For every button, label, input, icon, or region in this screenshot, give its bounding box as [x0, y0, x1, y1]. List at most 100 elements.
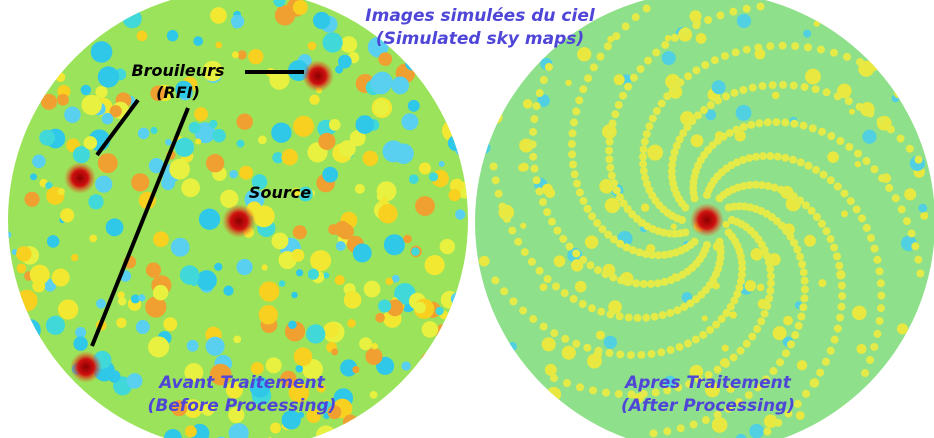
noise-blob: [661, 41, 669, 49]
noise-blob: [479, 142, 491, 154]
noise-blob: [793, 246, 801, 254]
noise-blob: [654, 279, 662, 287]
noise-blob: [88, 194, 103, 209]
noise-blob: [797, 313, 805, 321]
noise-blob: [355, 184, 365, 194]
noise-blob: [833, 252, 841, 260]
noise-blob: [440, 239, 455, 254]
noise-blob: [834, 92, 842, 100]
noise-blob: [370, 73, 391, 94]
noise-blob: [73, 336, 87, 350]
noise-blob: [782, 349, 790, 357]
noise-blob: [237, 114, 253, 130]
noise-blob: [585, 235, 598, 248]
noise-blob: [653, 107, 661, 115]
noise-blob: [540, 76, 548, 84]
noise-blob: [842, 30, 850, 38]
noise-blob: [849, 109, 855, 115]
noise-blob: [384, 234, 405, 255]
noise-blob: [759, 82, 767, 90]
noise-blob: [98, 153, 118, 173]
noise-blob: [667, 346, 675, 354]
noise-blob: [918, 37, 924, 43]
noise-blob: [666, 309, 674, 317]
noise-blob: [830, 243, 838, 251]
noise-blob: [37, 269, 47, 279]
noise-blob: [781, 119, 789, 127]
noise-blob: [40, 37, 53, 50]
noise-blob: [405, 391, 425, 411]
noise-blob: [572, 340, 580, 348]
noise-blob: [291, 249, 304, 262]
noise-blob: [365, 348, 382, 365]
noise-blob: [343, 415, 358, 430]
noise-blob: [508, 227, 516, 235]
noise-blob: [800, 268, 808, 276]
noise-blob: [439, 161, 445, 167]
noise-blob: [743, 340, 751, 348]
noise-blob: [2, 53, 14, 65]
noise-blob: [35, 0, 51, 9]
noise-blob: [641, 203, 649, 211]
noise-blob: [637, 65, 645, 73]
noise-blob: [765, 294, 773, 302]
noise-blob: [772, 92, 780, 100]
noise-blob: [569, 160, 577, 168]
noise-blob: [867, 234, 875, 242]
noise-blob: [643, 130, 651, 138]
noise-blob: [753, 325, 761, 333]
noise-blob: [627, 351, 635, 359]
noise-blob: [442, 352, 459, 369]
noise-blob: [907, 363, 914, 370]
noise-blob: [197, 270, 217, 290]
noise-blob: [783, 316, 793, 326]
noise-blob: [17, 374, 25, 382]
noise-blob: [745, 280, 756, 291]
noise-blob: [772, 118, 780, 126]
noise-blob: [692, 335, 700, 343]
noise-blob: [834, 182, 842, 190]
noise-blob: [101, 427, 109, 435]
noise-blob: [739, 86, 747, 94]
noise-blob: [714, 97, 722, 105]
noise-blob: [185, 426, 197, 438]
noise-blob: [801, 83, 809, 91]
noise-blob: [647, 350, 655, 358]
noise-blob: [889, 38, 903, 52]
noise-blob: [634, 314, 642, 322]
noise-blob: [376, 402, 397, 423]
noise-blob: [448, 135, 464, 151]
noise-blob: [403, 235, 412, 244]
noise-blob: [118, 297, 126, 305]
noise-blob: [495, 190, 503, 198]
left-caption-en: (Before Processing): [148, 396, 337, 416]
noise-blob: [107, 422, 128, 438]
noise-blob: [841, 404, 850, 413]
noise-blob: [763, 302, 771, 310]
noise-blob: [694, 111, 702, 119]
noise-blob: [447, 62, 461, 76]
noise-blob: [605, 147, 613, 155]
noise-blob: [98, 66, 119, 87]
noise-blob: [897, 323, 908, 334]
noise-blob: [491, 276, 499, 284]
noise-blob: [530, 165, 538, 173]
noise-blob: [818, 279, 826, 287]
noise-blob: [64, 107, 81, 124]
noise-blob: [416, 364, 427, 375]
noise-blob: [766, 265, 774, 273]
noise-blob: [696, 33, 707, 44]
noise-blob: [831, 336, 839, 344]
noise-blob: [187, 340, 199, 352]
noise-blob: [206, 154, 224, 172]
noise-blob: [803, 30, 811, 38]
noise-blob: [863, 224, 871, 232]
noise-blob: [375, 434, 383, 438]
noise-blob: [14, 69, 32, 87]
rfi-spot: [302, 60, 334, 92]
noise-blob: [552, 282, 560, 290]
noise-blob: [4, 361, 25, 382]
noise-blob: [348, 6, 359, 17]
noise-blob: [830, 49, 838, 57]
noise-blob: [612, 32, 620, 40]
